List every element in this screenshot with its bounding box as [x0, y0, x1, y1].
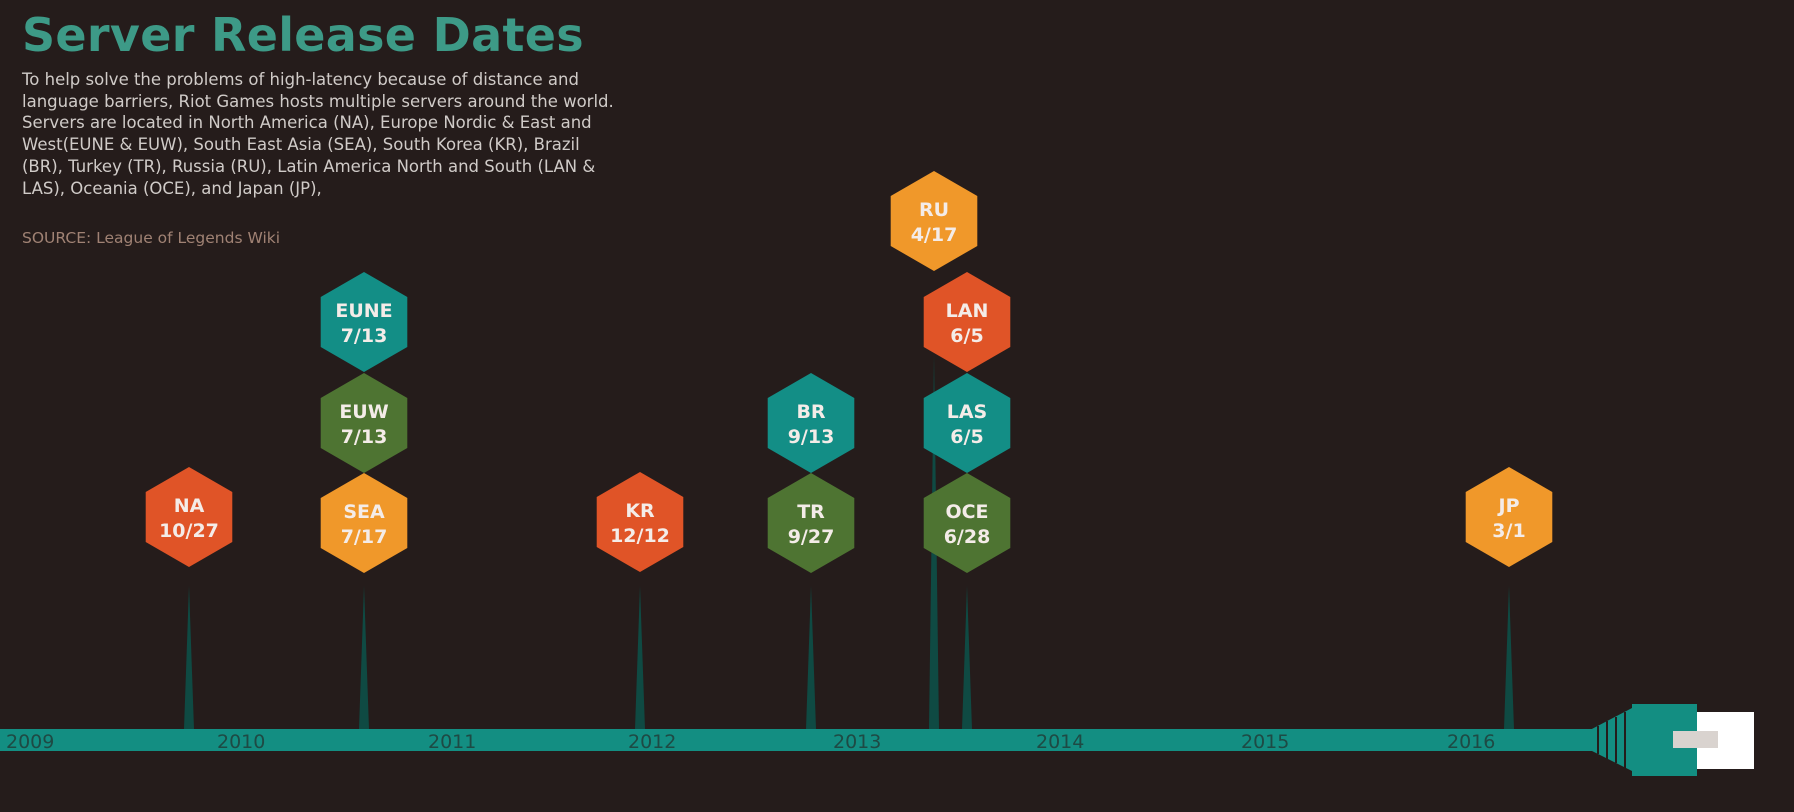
hexagon-shape [923, 272, 1011, 372]
year-label-2009: 2009 [6, 731, 54, 753]
server-code: NA [174, 495, 205, 517]
release-spike-lan [962, 586, 972, 729]
server-hexagon-kr: KR 12/12 [596, 472, 684, 572]
server-date: 7/13 [341, 426, 388, 448]
server-code: LAS [947, 401, 988, 423]
server-date: 6/28 [944, 526, 991, 548]
server-code: EUNE [335, 300, 392, 322]
hexagon-shape [596, 472, 684, 572]
year-label-2014: 2014 [1036, 731, 1084, 753]
hexagon-shape [923, 373, 1011, 473]
description-text: To help solve the problems of high-laten… [22, 70, 614, 198]
hexagon-shape [145, 467, 233, 567]
server-date: 9/13 [788, 426, 835, 448]
server-date: 6/5 [950, 325, 983, 347]
hexagon-shape [923, 473, 1011, 573]
year-label-2013: 2013 [833, 731, 881, 753]
server-hexagon-euw: EUW 7/13 [320, 373, 408, 473]
server-hexagon-ru: RU 4/17 [890, 171, 978, 271]
year-labels: 2009 2010 2011 2012 2013 2014 2015 2016 [6, 731, 1495, 753]
hexagon-shape [320, 272, 408, 372]
server-code: KR [625, 500, 655, 522]
server-date: 12/12 [610, 525, 670, 547]
source-note: SOURCE: League of Legends Wiki [22, 229, 281, 247]
hexagon-shape [767, 473, 855, 573]
year-label-2016: 2016 [1447, 731, 1495, 753]
page-title: Server Release Dates [22, 8, 584, 62]
cable-plug-icon [1588, 704, 1754, 776]
hexagon-shape [890, 171, 978, 271]
server-hexagon-sea: SEA 7/17 [320, 473, 408, 573]
server-hexagon-oce: OCE 6/28 [923, 473, 1011, 573]
server-hexagon-lan: LAN 6/5 [923, 272, 1011, 372]
release-spike-br [806, 586, 816, 729]
timeline-bar [0, 729, 1600, 751]
hexagon-shape [320, 473, 408, 573]
hexagon-shape [1465, 467, 1553, 567]
server-code: LAN [946, 300, 989, 322]
server-date: 3/1 [1492, 520, 1525, 542]
server-hexagon-jp: JP 3/1 [1465, 467, 1553, 567]
year-label-2015: 2015 [1241, 731, 1289, 753]
year-label-2012: 2012 [628, 731, 676, 753]
release-spike-jp [1504, 586, 1514, 729]
release-spike-kr [635, 586, 645, 729]
hexagon-shape [320, 373, 408, 473]
server-date: 7/13 [341, 325, 388, 347]
server-date: 9/27 [788, 526, 835, 548]
server-date: 4/17 [911, 224, 958, 246]
server-code: EUW [339, 401, 388, 423]
server-code: RU [919, 199, 949, 221]
server-markers: NA 10/27 EUNE 7/13 EUW 7/13 SEA 7/17 KR 12/12 BR 9/… [145, 171, 1553, 573]
server-hexagon-br: BR 9/13 [767, 373, 855, 473]
server-code: JP [1497, 495, 1520, 517]
server-date: 6/5 [950, 426, 983, 448]
server-hexagon-tr: TR 9/27 [767, 473, 855, 573]
server-date: 7/17 [341, 526, 388, 548]
server-code: SEA [343, 501, 385, 523]
hexagon-shape [767, 373, 855, 473]
release-spike-eune [359, 586, 369, 729]
release-spike-na [184, 586, 194, 729]
year-label-2010: 2010 [217, 731, 265, 753]
server-hexagon-eune: EUNE 7/13 [320, 272, 408, 372]
server-code: TR [797, 501, 825, 523]
server-code: OCE [945, 501, 988, 523]
year-label-2011: 2011 [428, 731, 476, 753]
server-date: 10/27 [159, 520, 219, 542]
server-hexagon-las: LAS 6/5 [923, 373, 1011, 473]
server-hexagon-na: NA 10/27 [145, 467, 233, 567]
server-code: BR [796, 401, 825, 423]
